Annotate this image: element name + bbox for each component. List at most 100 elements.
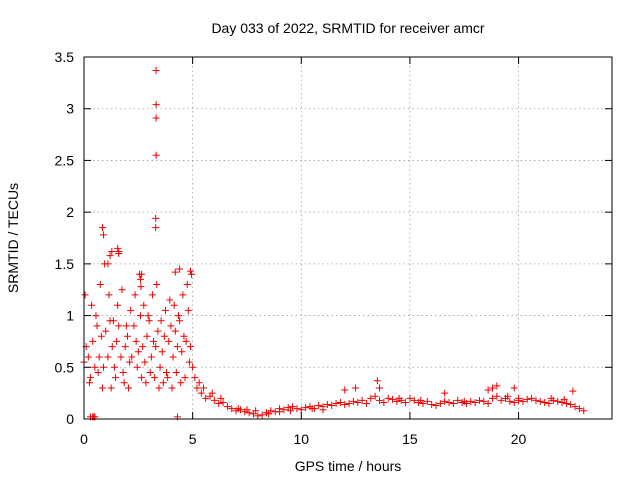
- data-point: [315, 402, 323, 410]
- data-point: [252, 407, 260, 415]
- data-point: [168, 384, 176, 392]
- data-point: [449, 399, 457, 407]
- data-point: [87, 374, 95, 382]
- data-point: [108, 343, 116, 351]
- y-tick-label: 1: [66, 308, 74, 324]
- data-point: [528, 394, 536, 402]
- data-point: [102, 327, 110, 335]
- data-point: [146, 368, 154, 376]
- data-point: [362, 399, 370, 407]
- data-point: [178, 348, 186, 356]
- data-point: [471, 398, 479, 406]
- data-point: [167, 322, 175, 330]
- data-point: [189, 363, 197, 371]
- data-point: [109, 317, 117, 325]
- data-point: [154, 327, 162, 335]
- data-point: [152, 214, 160, 222]
- data-point: [532, 396, 540, 404]
- data-points: [80, 66, 588, 421]
- data-point: [341, 401, 349, 409]
- data-point: [193, 384, 201, 392]
- y-axis-label: SRMTID / TECUs: [5, 183, 21, 293]
- data-point: [89, 337, 97, 345]
- data-point: [104, 260, 112, 268]
- data-point: [144, 312, 152, 320]
- data-point: [88, 301, 96, 309]
- data-point: [475, 396, 483, 404]
- data-point: [158, 348, 166, 356]
- data-point: [289, 403, 297, 411]
- data-point: [172, 368, 180, 376]
- data-point: [163, 368, 171, 376]
- data-point: [106, 252, 114, 260]
- data-point: [402, 398, 410, 406]
- data-point: [441, 397, 449, 405]
- grid-lines: [84, 57, 612, 419]
- data-point: [121, 343, 129, 351]
- data-point: [467, 397, 475, 405]
- data-point: [140, 301, 148, 309]
- data-point: [185, 358, 193, 366]
- data-point: [96, 281, 104, 289]
- data-point: [417, 396, 425, 404]
- x-tick-label: 5: [189, 431, 197, 447]
- data-point: [152, 224, 160, 232]
- data-point: [152, 114, 160, 122]
- data-point: [575, 405, 583, 413]
- data-point: [510, 398, 518, 406]
- data-point: [349, 397, 357, 405]
- tick-labels: 0 0.5 1 1.5 2 2.5 3 3.5 0 5 10 15 20: [55, 49, 527, 447]
- data-point: [195, 379, 203, 387]
- data-point: [98, 384, 106, 392]
- data-point: [265, 410, 273, 418]
- data-point: [95, 353, 103, 361]
- data-point: [138, 270, 146, 278]
- data-point: [523, 395, 531, 403]
- data-point: [156, 363, 164, 371]
- data-point: [371, 392, 379, 400]
- data-point: [217, 394, 225, 402]
- data-point: [152, 151, 160, 159]
- y-tick-label: 2: [66, 204, 74, 220]
- data-point: [107, 384, 115, 392]
- data-point: [136, 312, 144, 320]
- data-point: [519, 397, 527, 405]
- data-point: [445, 398, 453, 406]
- data-point: [376, 396, 384, 404]
- data-point: [515, 394, 523, 402]
- data-point: [122, 322, 130, 330]
- data-point: [484, 386, 492, 394]
- data-point: [169, 353, 177, 361]
- data-point: [380, 398, 388, 406]
- data-point: [175, 312, 183, 320]
- data-point: [571, 403, 579, 411]
- data-point: [302, 404, 310, 412]
- data-point: [488, 384, 496, 392]
- data-point: [98, 224, 106, 232]
- data-point: [243, 406, 251, 414]
- data-point: [148, 291, 156, 299]
- x-tick-label: 20: [511, 431, 527, 447]
- data-point: [504, 392, 512, 400]
- data-point: [131, 291, 139, 299]
- data-point: [480, 397, 488, 405]
- data-point: [159, 379, 167, 387]
- data-point: [223, 403, 231, 411]
- data-point: [85, 379, 93, 387]
- data-point: [569, 387, 577, 395]
- data-point: [308, 405, 316, 413]
- data-point: [454, 396, 462, 404]
- data-point: [145, 317, 153, 325]
- data-point: [134, 348, 142, 356]
- data-point: [176, 317, 184, 325]
- data-point: [118, 286, 126, 294]
- data-point: [133, 363, 141, 371]
- data-point: [177, 379, 185, 387]
- data-point: [173, 343, 181, 351]
- data-point: [547, 394, 555, 402]
- data-point: [432, 402, 440, 410]
- data-point: [228, 405, 236, 413]
- data-point: [541, 398, 549, 406]
- data-point: [151, 374, 159, 382]
- data-point: [345, 399, 353, 407]
